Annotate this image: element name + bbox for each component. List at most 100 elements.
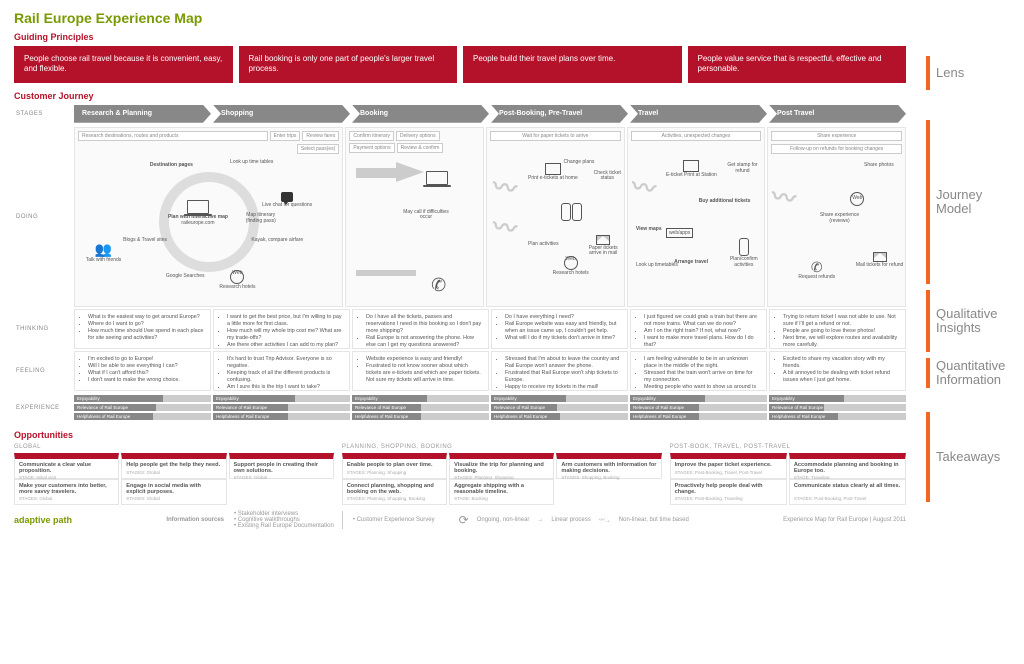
insight-cell: Do I have everything I need?Rail Europe … (491, 309, 628, 349)
node-lookup-tt: Look up timetables (636, 263, 678, 269)
doing-box: Review & confirm (397, 143, 444, 153)
row-label-doing: DOING (14, 127, 74, 307)
doing-box: Follow-up on refunds for booking changes (771, 144, 902, 154)
arrow-icon (356, 168, 396, 178)
doing-cell-posttravel: Share experience Follow-up on refunds fo… (767, 127, 906, 307)
opps-col-pbt: POST-BOOK, TRAVEL, POST-TRAVEL Improve t… (670, 444, 906, 505)
side-label-lens: Lens (926, 56, 1018, 90)
stages-track: Research & Planning Shopping Booking Pos… (74, 105, 906, 123)
node-maycall: May call if difficulties occur (401, 210, 451, 221)
row-label-experience: EXPERIENCE (14, 393, 74, 424)
node-plan-act: Plan activities (528, 242, 559, 248)
node-talk-friends: 👥Talk with friends (86, 242, 122, 264)
adaptivepath-logo: adaptive path (14, 515, 72, 525)
legend-item: Ongoing, non-linear (477, 517, 530, 523)
phone-icon (739, 238, 749, 256)
node-stamp: Get stamp for refund (721, 163, 765, 174)
opportunity-card: Enable people to plan over time.STAGES: … (342, 453, 447, 479)
opportunity-card: Improve the paper ticket experience.STAG… (670, 453, 787, 479)
principle-card: People build their travel plans over tim… (463, 46, 682, 83)
opps-col-psb: PLANNING, SHOPPING, BOOKING Enable peopl… (342, 444, 662, 505)
doing-box: Review fares (302, 131, 339, 141)
node-plan-map: Plan with interactive map raileurope.com (168, 200, 228, 226)
opportunity-card: Proactively help people deal with change… (670, 479, 787, 505)
doing-box: Payment options (349, 143, 394, 153)
principle-card: Rail booking is only one part of people'… (239, 46, 458, 83)
insight-cell: I want to get the best price, but I'm wi… (213, 309, 350, 349)
legend-item: Linear process (551, 517, 590, 523)
doing-strip: Activities, unexpected changes (631, 131, 762, 141)
principle-card: People choose rail travel because it is … (14, 46, 233, 83)
opps-col-title: GLOBAL (14, 444, 334, 450)
node-kayak: Kayak, compare airfare (251, 238, 303, 244)
legend-nonlinear-icon: 〰→ (599, 515, 611, 524)
node-share-photos: Share photos (864, 163, 894, 169)
experience-cell: EnjoyabilityRelevance of Rail EuropeHelp… (491, 393, 628, 424)
opportunity-card: Communicate a clear value proposition.ST… (14, 453, 119, 479)
phone-icon (561, 203, 571, 221)
mail-icon (596, 235, 610, 245)
stage-chevron: Shopping (213, 105, 350, 123)
legend-item: Non-linear, but time based (619, 517, 689, 523)
insight-cell: It's hard to trust Trip Advisor. Everyon… (213, 351, 350, 391)
insight-cell: I'm excited to go to Europe!Will I be ab… (74, 351, 211, 391)
side-label-quant: Quantitative Information (926, 358, 1018, 388)
page-title: Rail Europe Experience Map (14, 10, 906, 26)
side-label-qual: Qualitative Insights (926, 290, 1018, 352)
node-viewmaps: View maps (636, 227, 662, 233)
opportunity-card: Make your customers into better, more sa… (14, 479, 119, 505)
experience-cell: EnjoyabilityRelevance of Rail EuropeHelp… (630, 393, 767, 424)
stage-chevron: Travel (630, 105, 767, 123)
people-icon: 👥 (86, 242, 122, 257)
laptop-icon (426, 171, 448, 185)
node-buyadd: Buy additional tickets (699, 199, 751, 205)
opportunity-card: Aggregate shipping with a reasonable tim… (449, 479, 554, 505)
experience-cell: EnjoyabilityRelevance of Rail EuropeHelp… (352, 393, 489, 424)
node-research-hotels: WebResearch hotels (219, 270, 255, 291)
legend-ongoing-icon: ⟳ (459, 513, 469, 527)
journey-heading: Customer Journey (14, 91, 906, 101)
experience-cell: EnjoyabilityRelevance of Rail EuropeHelp… (213, 393, 350, 424)
principle-card: People value service that is respectful,… (688, 46, 907, 83)
principles-heading: Guiding Principles (14, 32, 906, 42)
row-label-stages: STAGES (14, 105, 74, 123)
mail-icon (873, 252, 887, 262)
node-plan-confirm: Plan/confirm activities (723, 238, 764, 268)
doing-cell-postbook: Wait for paper tickets to arrive 〰 〰 Pri… (486, 127, 625, 307)
opportunity-card: Help people get the help they need.STAGE… (121, 453, 226, 479)
doing-box: Confirm itinerary (349, 131, 394, 141)
web-icon: Web (230, 270, 244, 284)
experience-cell: EnjoyabilityRelevance of Rail EuropeHelp… (74, 393, 211, 424)
node-checkstatus: Check ticket status (591, 171, 624, 182)
opportunity-card: Engage in social media with explicit pur… (121, 479, 226, 505)
legend-linear-icon: → (537, 517, 543, 523)
insight-cell: Website experience is easy and friendly!… (352, 351, 489, 391)
opps-col-title: PLANNING, SHOPPING, BOOKING (342, 444, 662, 450)
opps-col-title: POST-BOOK, TRAVEL, POST-TRAVEL (670, 444, 906, 450)
principles-row: People choose rail travel because it is … (14, 46, 906, 83)
web-icon: Web (850, 192, 864, 206)
node-laptop (426, 171, 448, 186)
node-google: Google Searches (166, 274, 205, 280)
footer-credit: Experience Map for Rail Europe | August … (783, 517, 906, 523)
opportunity-card: Connect planning, shopping and booking o… (342, 479, 447, 505)
doing-box: Enter trips (270, 131, 301, 141)
node-research-hotels2: WebResearch hotels (553, 256, 589, 277)
node-livechat: Live chat for questions (262, 192, 312, 209)
insight-cell: I just figured we could grab a train but… (630, 309, 767, 349)
arrow-icon (356, 270, 416, 276)
node-phone: ✆ (431, 276, 446, 296)
printer-icon (683, 160, 699, 172)
side-label-take: Takeaways (926, 412, 1018, 502)
node-share-exp: Share experience (reviews) (818, 213, 862, 224)
opportunity-card: Support people in creating their own sol… (229, 453, 334, 479)
node-eticket: E-ticket Print at Station (666, 160, 717, 179)
node-change: Change plans (564, 160, 595, 166)
web-icon: Web (564, 256, 578, 270)
side-label-journey: Journey Model (926, 120, 1018, 284)
experience-cell: EnjoyabilityRelevance of Rail EuropeHelp… (769, 393, 906, 424)
side-labels: Lens Journey Model Qualitative Insights … (920, 0, 1024, 664)
laptop-icon (187, 200, 209, 214)
doing-cell-booking: Confirm itinerary Delivery options Payme… (345, 127, 484, 307)
doing-cell-travel: Activities, unexpected changes 〰 E-ticke… (627, 127, 766, 307)
